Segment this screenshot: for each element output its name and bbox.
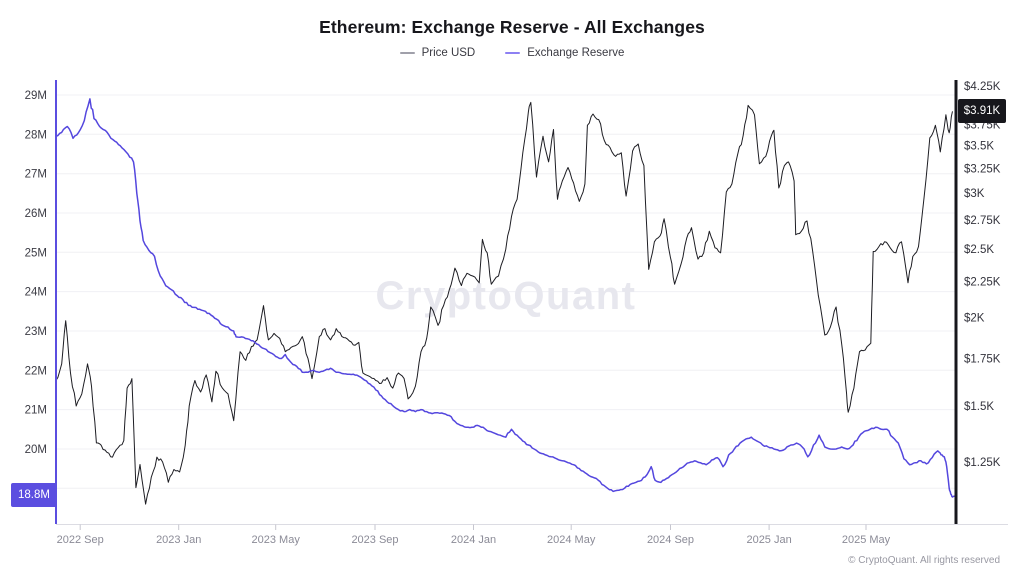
y-axis-right-label: $2.25K [964, 276, 1001, 288]
chart-title: Ethereum: Exchange Reserve - All Exchang… [319, 17, 705, 37]
y-axis-right-label: $1.75K [964, 354, 1001, 366]
y-axis-left-label: 20M [25, 444, 47, 456]
x-axis-label: 2025 Jan [746, 534, 791, 546]
copyright-note: © CryptoQuant. All rights reserved [848, 555, 1000, 566]
x-axis-label: 2023 Jan [156, 534, 201, 546]
watermark: CryptoQuant [376, 274, 637, 318]
chart-header: Ethereum: Exchange Reserve - All Exchang… [0, 0, 1024, 59]
price-current-badge: $3.91K [958, 99, 1006, 123]
y-axis-left-label: 24M [25, 287, 47, 299]
price-usd-line [56, 101, 953, 505]
x-axis-label: 2025 May [842, 534, 891, 546]
x-axis-label: 2023 Sep [351, 534, 398, 546]
x-axis-label: 2024 Jan [451, 534, 496, 546]
legend-label-exchange-reserve: Exchange Reserve [527, 47, 625, 59]
x-axis-label: 2023 May [252, 534, 301, 546]
y-axis-right-label: $1.25K [964, 457, 1001, 469]
exchange-reserve-line-swatch [505, 51, 521, 55]
y-axis-left-label: 27M [25, 169, 47, 181]
x-axis-label: 2024 May [547, 534, 596, 546]
chart-legend: Price USD Exchange Reserve [0, 47, 1024, 59]
y-axis-right-label: $3.25K [964, 164, 1001, 176]
y-axis-left-label: 28M [25, 129, 47, 141]
y-axis-right-label: $4.25K [964, 81, 1001, 93]
y-axis-right-label: $2.5K [964, 244, 994, 256]
y-axis-right-label: $3K [964, 188, 985, 200]
y-axis-left-label: 29M [25, 90, 47, 102]
y-axis-right-label: $3.5K [964, 141, 994, 153]
y-axis-right-label: $2K [964, 313, 985, 325]
legend-item-price-usd[interactable]: Price USD [399, 47, 476, 59]
y-axis-right-label: $1.5K [964, 401, 994, 413]
y-axis-left-label: 25M [25, 247, 47, 259]
x-axis-label: 2022 Sep [57, 534, 104, 546]
y-axis-left-label: 26M [25, 208, 47, 220]
y-axis-left-label: 21M [25, 405, 47, 417]
legend-label-price-usd: Price USD [421, 47, 476, 59]
x-axis-label: 2024 Sep [647, 534, 694, 546]
reserve-current-badge: 18.8M [11, 483, 57, 507]
price-usd-line-swatch [399, 51, 415, 55]
y-axis-left-label: 23M [25, 326, 47, 338]
legend-item-exchange-reserve[interactable]: Exchange Reserve [505, 47, 624, 59]
y-axis-left-label: 22M [25, 365, 47, 377]
y-axis-right-label: $2.75K [964, 215, 1001, 227]
exchange-reserve-line [56, 98, 955, 498]
